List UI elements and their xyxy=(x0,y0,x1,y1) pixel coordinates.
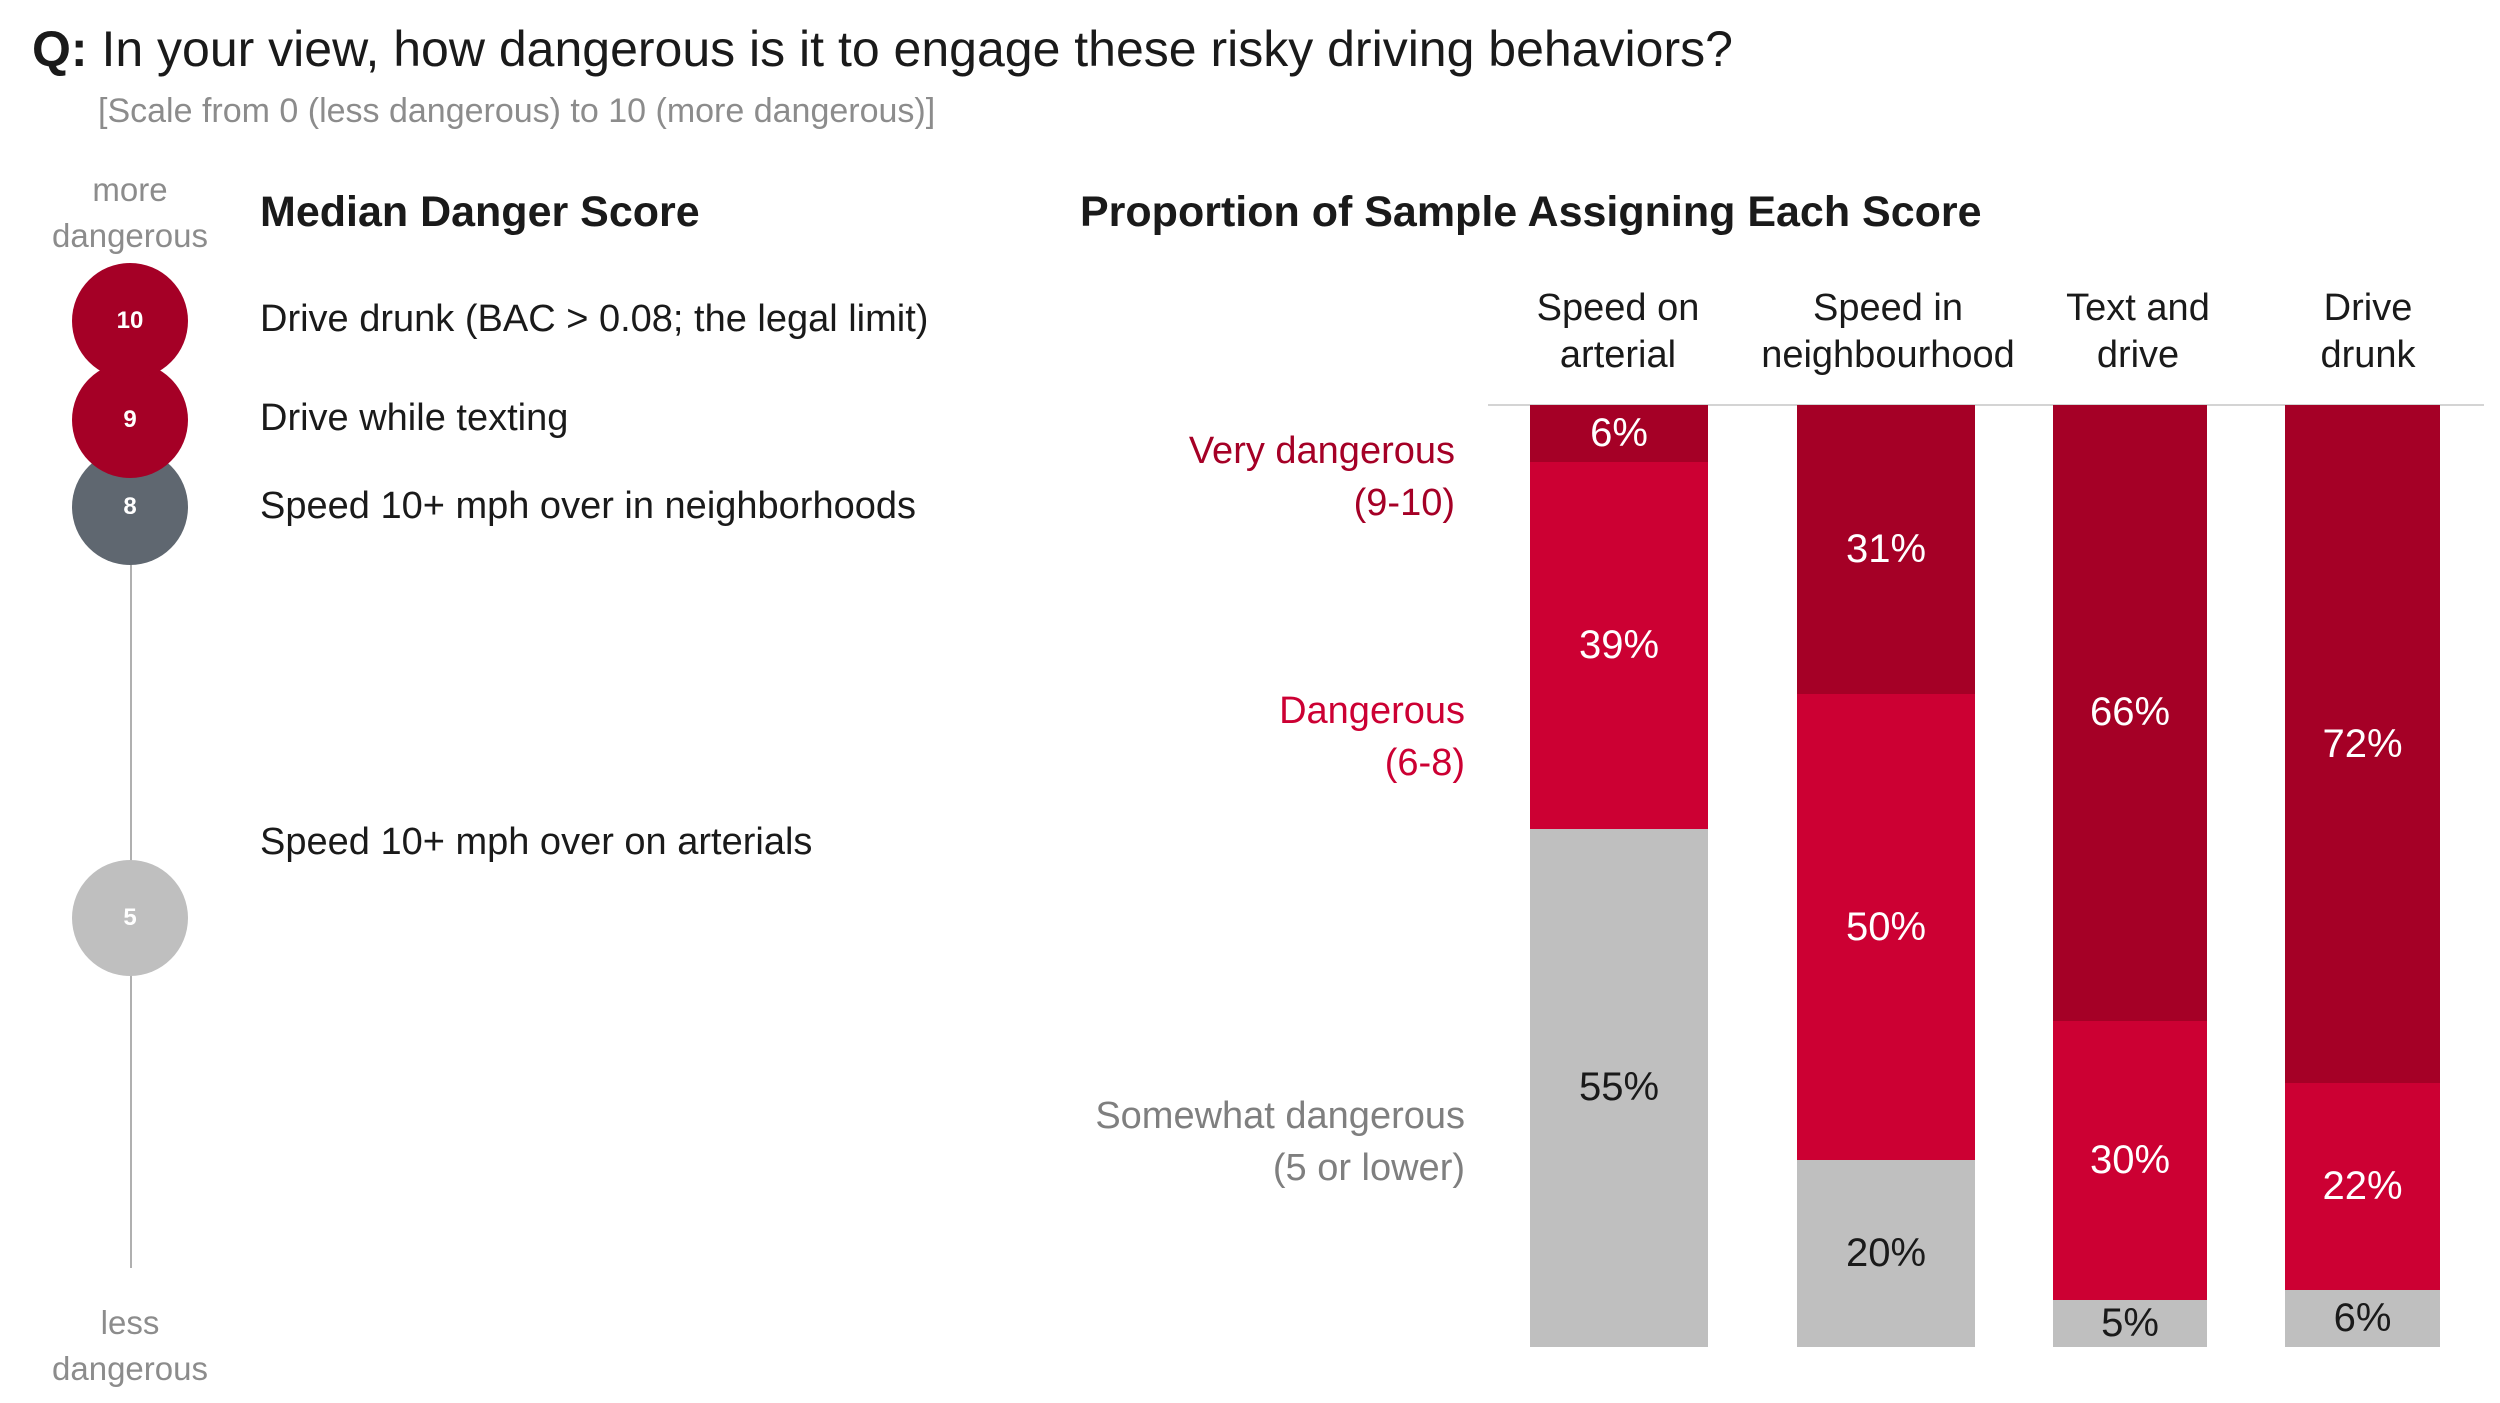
col-header-speed-arterial: Speed on arterial xyxy=(1493,285,1743,379)
bar-value-label: 5% xyxy=(2101,1301,2159,1346)
col-header-line1: Speed in xyxy=(1812,287,1963,329)
bar-segment: 31% xyxy=(1797,405,1975,695)
bar-value-label: 50% xyxy=(1845,904,1927,949)
legend-line1: Very dangerous xyxy=(1188,430,1455,472)
bar-value-label: 31% xyxy=(1845,527,1927,572)
behavior-label-speed-neighborhoods: Speed 10+ mph over in neighborhoods xyxy=(260,485,916,527)
axis-bottom-line2: dangerous xyxy=(52,1350,208,1387)
bar-segment: 72% xyxy=(2285,405,2440,1084)
legend-somewhat-dangerous: Somewhat dangerous (5 or lower) xyxy=(1095,1090,1465,1194)
legend-line2: (5 or lower) xyxy=(1272,1147,1465,1189)
danger-axis-line xyxy=(130,320,132,1268)
col-header-speed-neighbourhood: Speed in neighbourhood xyxy=(1743,285,2033,379)
bar-segment: 6% xyxy=(2285,1290,2440,1347)
score-circle-5: 5 xyxy=(72,860,188,976)
bar-value-label: 72% xyxy=(2322,721,2403,766)
bar-value-label: 6% xyxy=(2333,1296,2392,1341)
legend-dangerous: Dangerous (6-8) xyxy=(1279,685,1465,789)
bar-value-label: 6% xyxy=(1590,410,1648,455)
score-circle-9: 9 xyxy=(72,362,188,478)
axis-bottom-line1: less xyxy=(100,1304,160,1341)
axis-top-line1: more xyxy=(92,171,168,208)
bar-segment: 66% xyxy=(2053,405,2207,1021)
score-circle-10: 10 xyxy=(72,263,188,379)
question-text: In your view, how dangerous is it to eng… xyxy=(87,21,1733,77)
col-header-line2: neighbourhood xyxy=(1761,334,2015,376)
col-header-line1: Speed on xyxy=(1536,287,1700,329)
bar-segment: 22% xyxy=(2285,1083,2440,1291)
bar-segment: 5% xyxy=(2053,1300,2207,1347)
chart-title: Proportion of Sample Assigning Each Scor… xyxy=(1080,188,1982,236)
axis-top-label: more dangerous xyxy=(30,167,230,259)
bar-segment: 50% xyxy=(1797,694,1975,1161)
behavior-label-drive-drunk: Drive drunk (BAC > 0.08; the legal limit… xyxy=(260,298,929,340)
col-header-text-drive: Text and drive xyxy=(2023,285,2253,379)
bar-segment: 6% xyxy=(1530,405,1708,462)
legend-line2: (9-10) xyxy=(1353,482,1455,524)
bar-segment: 20% xyxy=(1797,1160,1975,1347)
axis-bottom-label: less dangerous xyxy=(30,1300,230,1392)
col-header-line1: Text and xyxy=(2066,287,2210,329)
bar-value-label: 55% xyxy=(1578,1065,1660,1110)
bar-segment: 55% xyxy=(1530,828,1708,1347)
col-header-line1: Drive xyxy=(2323,287,2413,329)
legend-line1: Dangerous xyxy=(1279,690,1465,732)
bar-value-label: 66% xyxy=(2089,690,2171,735)
bar-value-label: 22% xyxy=(2322,1164,2403,1209)
question-title: Q: In your view, how dangerous is it to … xyxy=(32,20,1733,78)
median-score-title: Median Danger Score xyxy=(260,188,700,236)
col-header-line2: drunk xyxy=(2320,334,2416,376)
scale-note: [Scale from 0 (less dangerous) to 10 (mo… xyxy=(98,92,936,130)
behavior-label-texting: Drive while texting xyxy=(260,397,569,439)
bar-value-label: 39% xyxy=(1578,622,1660,667)
bar-segment: 30% xyxy=(2053,1020,2207,1301)
axis-top-line2: dangerous xyxy=(52,217,208,254)
col-header-line2: drive xyxy=(2096,334,2180,376)
bar-value-label: 30% xyxy=(2089,1137,2171,1182)
col-header-line2: arterial xyxy=(1559,334,1677,376)
legend-very-dangerous: Very dangerous (9-10) xyxy=(1189,425,1455,529)
bar-segment: 39% xyxy=(1530,461,1708,829)
legend-line2: (6-8) xyxy=(1384,742,1465,784)
col-header-drive-drunk: Drive drunk xyxy=(2263,285,2473,379)
header-rule xyxy=(1488,404,2484,406)
question-prefix: Q: xyxy=(32,21,88,77)
behavior-label-speed-arterials: Speed 10+ mph over on arterials xyxy=(260,821,813,863)
bar-value-label: 20% xyxy=(1845,1231,1927,1276)
legend-line1: Somewhat dangerous xyxy=(1095,1095,1465,1137)
